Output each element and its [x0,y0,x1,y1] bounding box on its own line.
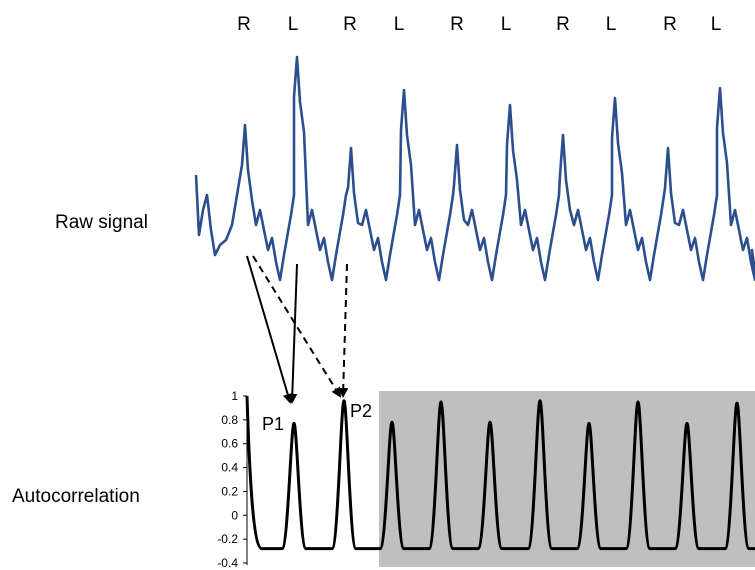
gait-label-r-3: R [343,14,357,35]
arrow-dashed-to-p2-left [252,255,342,398]
y-tick-label: 0 [231,508,238,522]
gait-label-r-7: R [556,14,570,35]
gait-label-l-10: L [711,14,722,35]
gait-label-l-6: L [501,14,512,35]
peak-label-p1: P1 [262,414,284,434]
y-tick-label: -0.4 [217,556,238,570]
raw-signal-trace [194,55,755,282]
arrow-dashed-to-p2-right [338,263,349,398]
gait-label-r-5: R [450,14,464,35]
y-tick-label: 0.2 [221,484,238,498]
lag-arrows [246,255,349,404]
gait-label-l-4: L [394,14,405,35]
gait-label-r-1: R [237,14,251,35]
gait-label-l-2: L [288,14,299,35]
peak-label-p2: P2 [350,401,372,421]
gait-label-l-8: L [606,14,617,35]
autocorrelation-label: Autocorrelation [12,486,140,507]
raw-signal-label: Raw signal [55,212,148,233]
gait-label-r-9: R [663,14,677,35]
y-tick-label: 0.4 [221,461,238,475]
y-tick-label: 0.6 [221,437,238,451]
arrow-solid-to-p1-left [246,255,293,404]
y-tick-label: 0.8 [221,413,238,427]
y-axis-ticks: 1 0.8 0.6 0.4 0.2 0 -0.2 -0.4 [217,389,247,570]
autocorrelation-trace [245,395,755,551]
y-tick-label: -0.2 [217,532,238,546]
y-tick-label: 1 [231,389,238,403]
arrow-solid-to-p1-right [287,263,298,404]
